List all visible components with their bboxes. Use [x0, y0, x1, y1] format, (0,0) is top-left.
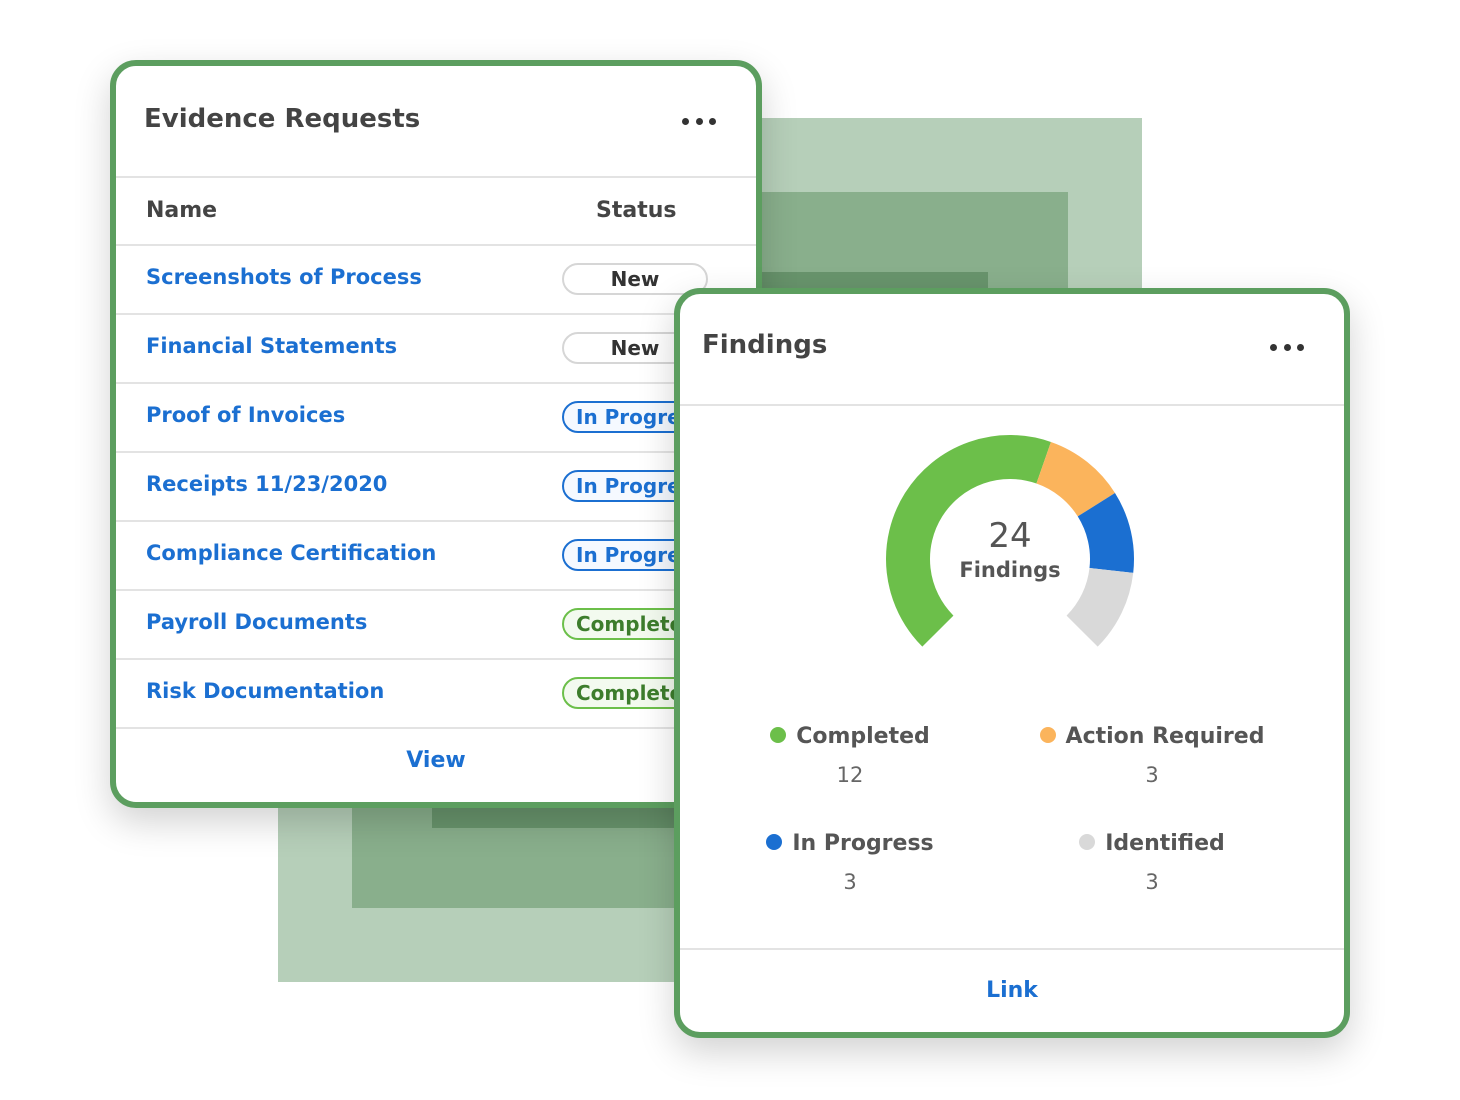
table-row: Payroll Documents Completed [116, 591, 756, 660]
in-progress-dot-icon [766, 834, 783, 850]
evidence-link[interactable]: Receipts 11/23/2020 [146, 472, 388, 496]
findings-total-label: Findings [959, 558, 1061, 582]
table-row: Financial Statements New [116, 315, 756, 384]
card-title: Findings [702, 330, 828, 360]
legend-item-identified: Identified 3 [1022, 831, 1282, 894]
legend-value: 3 [843, 870, 857, 894]
legend-value: 12 [836, 763, 864, 787]
legend-label: Identified [1105, 831, 1225, 856]
completed-dot-icon [770, 727, 787, 743]
evidence-requests-card: Evidence Requests Name Status Screenshot… [110, 60, 762, 808]
card-footer: View [116, 720, 756, 802]
identified-arc [1066, 567, 1134, 647]
table-row: Risk Documentation Completed [116, 660, 756, 729]
card-header: Evidence Requests [116, 66, 756, 178]
evidence-link[interactable]: Screenshots of Process [146, 265, 422, 289]
status-badge: New [562, 263, 708, 295]
legend-item-completed: Completed 12 [720, 724, 980, 787]
table-row: Compliance Certification In Progress [116, 522, 756, 591]
table-header-row: Name Status [116, 178, 756, 246]
identified-dot-icon [1079, 834, 1096, 850]
more-options-icon[interactable] [1270, 342, 1304, 352]
status-badge: New [562, 332, 708, 364]
findings-card: Findings 24 Findings Completed 12 Action… [674, 288, 1350, 1038]
legend-value: 3 [1145, 870, 1159, 894]
legend-item-action-required: Action Required 3 [1022, 724, 1282, 787]
view-link[interactable]: View [406, 748, 466, 773]
evidence-link[interactable]: Payroll Documents [146, 610, 368, 634]
action-required-arc [1035, 441, 1115, 518]
donut-center: 24 Findings [880, 516, 1140, 582]
evidence-link[interactable]: Compliance Certification [146, 541, 437, 565]
more-options-icon[interactable] [682, 116, 716, 126]
in-progress-arc [1077, 493, 1134, 573]
table-row: Proof of Invoices In Progress [116, 384, 756, 453]
legend-item-in-progress: In Progress 3 [720, 831, 980, 894]
evidence-link[interactable]: Risk Documentation [146, 679, 385, 703]
legend-value: 3 [1145, 763, 1159, 787]
completed-arc [886, 435, 1051, 647]
column-header-status: Status [596, 198, 677, 223]
card-header: Findings [680, 294, 1344, 406]
table-row: Screenshots of Process New [116, 246, 756, 315]
evidence-link[interactable]: Financial Statements [146, 334, 398, 358]
column-header-name: Name [146, 198, 218, 223]
legend-label: Completed [796, 724, 930, 749]
legend-label: In Progress [792, 831, 934, 856]
card-title: Evidence Requests [144, 104, 421, 134]
findings-donut-chart [886, 435, 1134, 647]
findings-total: 24 [988, 516, 1032, 556]
card-footer: Link [680, 948, 1344, 1032]
action-required-dot-icon [1039, 727, 1056, 743]
findings-link[interactable]: Link [986, 978, 1038, 1003]
legend-label: Action Required [1065, 724, 1265, 749]
table-row: Receipts 11/23/2020 In Progress [116, 453, 756, 522]
evidence-link[interactable]: Proof of Invoices [146, 403, 346, 427]
